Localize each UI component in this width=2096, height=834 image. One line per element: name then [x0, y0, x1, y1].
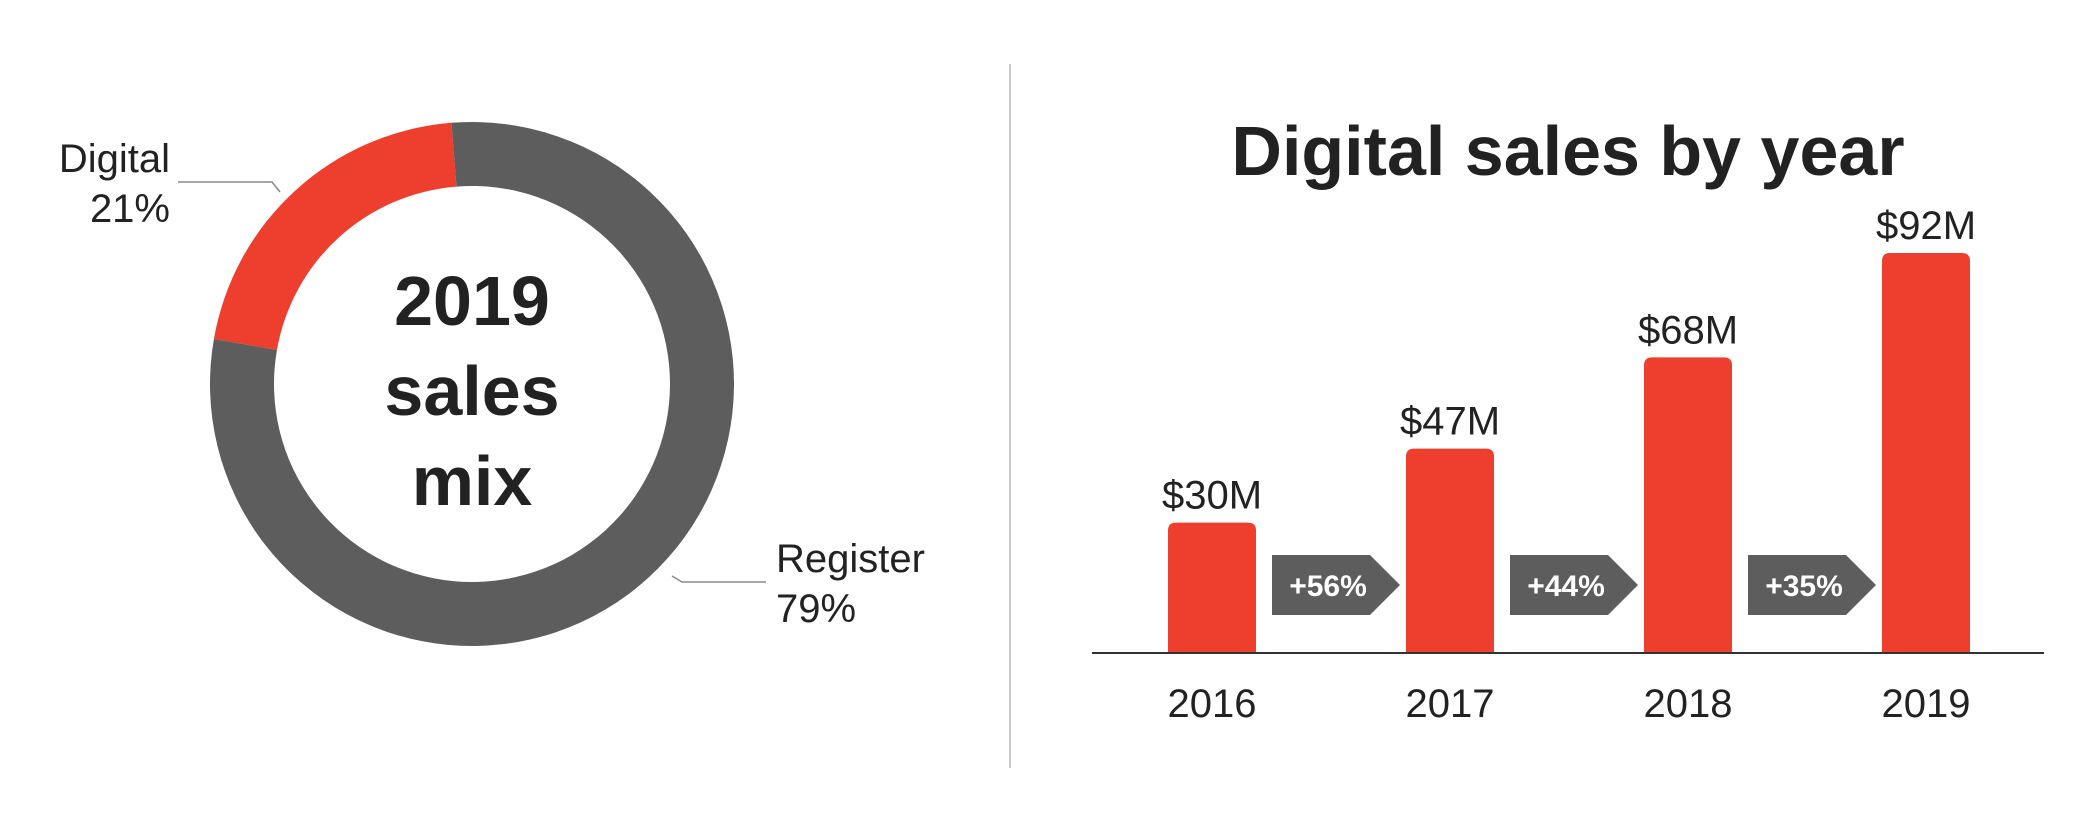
digital-leader-line: [178, 181, 281, 193]
bar-value-label-2019: $92M: [1876, 204, 1976, 248]
donut-title-line-2: sales: [384, 352, 559, 430]
donut-chart: 2019 sales mix Digital 21% Register 79%: [59, 122, 925, 646]
x-tick-label-2018: 2018: [1644, 682, 1733, 726]
bar-2019: [1882, 253, 1970, 653]
growth-arrow-2: [1510, 555, 1638, 615]
bar-chart-title: Digital sales by year: [1231, 112, 1904, 190]
growth-arrow-group: +56% +44% +35%: [1272, 555, 1876, 615]
bar-chart: Digital sales by year $30M $47M $68M $92M +…: [1092, 112, 2044, 726]
donut-title-line-3: mix: [412, 442, 533, 520]
bar-value-label-2017: $47M: [1400, 400, 1500, 444]
bar-2016: [1168, 522, 1256, 653]
x-tick-labels: 2016 2017 2018 2019: [1168, 682, 1971, 726]
bar-2017: [1406, 448, 1494, 653]
donut-title-line-1: 2019: [394, 262, 550, 340]
donut-slices: [210, 122, 734, 646]
bar-value-label-2018: $68M: [1638, 308, 1738, 352]
digital-slice-percent: 21%: [90, 187, 170, 231]
register-leader-line: [671, 575, 766, 583]
register-slice-label: Register: [776, 537, 925, 581]
growth-label-3: +35%: [1765, 570, 1843, 603]
digital-slice-label: Digital: [59, 137, 170, 181]
bar-value-label-2016: $30M: [1162, 474, 1262, 518]
growth-arrow-3: [1748, 555, 1876, 615]
bar-group: $30M $47M $68M $92M: [1162, 204, 1976, 653]
x-tick-label-2017: 2017: [1406, 682, 1495, 726]
x-tick-label-2019: 2019: [1882, 682, 1971, 726]
growth-label-1: +56%: [1289, 570, 1367, 603]
donut-slice-digital: [213, 122, 457, 350]
x-tick-label-2016: 2016: [1168, 682, 1257, 726]
bar-2018: [1644, 357, 1732, 653]
register-slice-percent: 79%: [776, 587, 856, 631]
growth-label-2: +44%: [1527, 570, 1605, 603]
growth-arrow-1: [1272, 555, 1400, 615]
